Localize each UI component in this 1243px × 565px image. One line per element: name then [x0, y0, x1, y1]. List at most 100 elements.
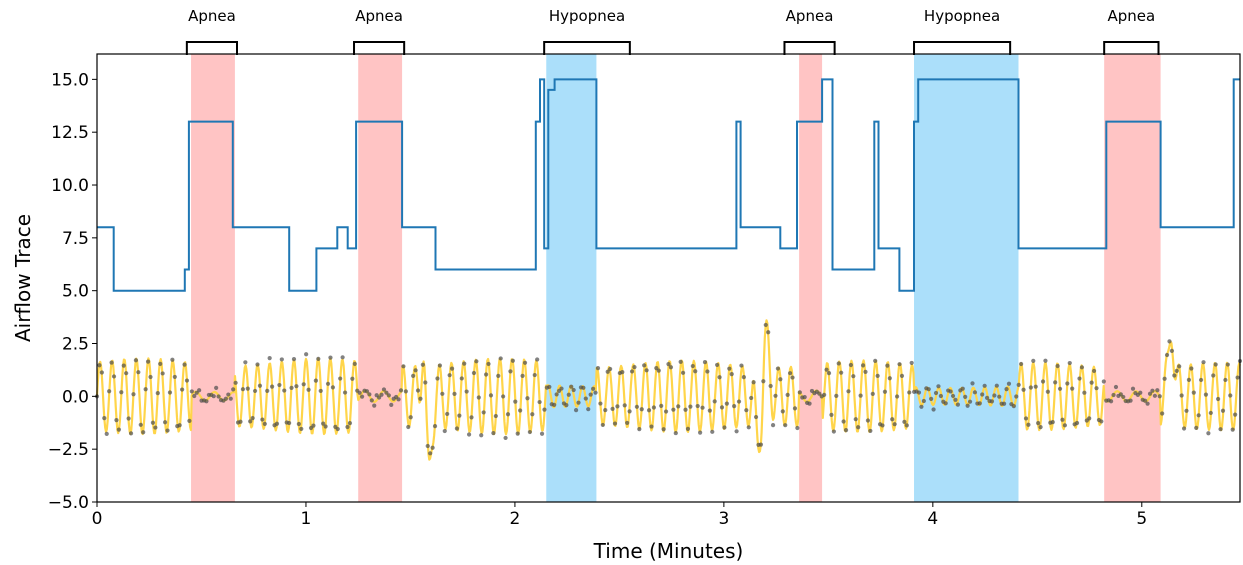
- airflow-point: [398, 388, 404, 393]
- airflow-point: [1164, 352, 1170, 358]
- airflow-point: [238, 419, 243, 424]
- airflow-point: [1031, 358, 1036, 364]
- airflow-point: [1043, 358, 1048, 363]
- airflow-point: [695, 403, 700, 409]
- event-bracket-1: [185, 41, 239, 55]
- airflow-point: [440, 391, 445, 396]
- airflow-point: [736, 399, 742, 404]
- airflow-point: [992, 393, 997, 398]
- airflow-point: [554, 392, 559, 397]
- airflow-point: [1203, 392, 1209, 397]
- airflow-point: [649, 424, 654, 429]
- airflow-point: [459, 376, 464, 381]
- airflow-point: [1218, 427, 1223, 432]
- airflow-point: [707, 408, 712, 413]
- hypopnea-shade-3: [546, 54, 597, 502]
- airflow-point: [729, 372, 734, 377]
- airflow-point: [600, 422, 605, 428]
- airflow-point: [165, 428, 170, 433]
- airflow-point: [843, 428, 849, 433]
- airflow-point: [739, 363, 744, 368]
- airflow-point: [1040, 379, 1046, 384]
- airflow-point: [566, 392, 571, 397]
- airflow-point: [274, 421, 280, 426]
- event-label-1: Apnea: [188, 7, 236, 25]
- airflow-point: [505, 412, 511, 417]
- airflow-point: [1211, 373, 1216, 378]
- airflow-point: [155, 391, 160, 396]
- airflow-point: [693, 369, 698, 374]
- airflow-point: [187, 418, 192, 423]
- airflow-point: [415, 388, 421, 393]
- airflow-point: [659, 403, 664, 408]
- airflow-point: [916, 390, 922, 395]
- airflow-point: [965, 403, 970, 408]
- airflow-point: [1070, 386, 1075, 391]
- airflow-point: [595, 366, 601, 371]
- airflow-point: [121, 363, 126, 368]
- airflow-point: [950, 393, 956, 399]
- airflow-point: [846, 389, 851, 394]
- airflow-point: [291, 357, 297, 362]
- airflow-point: [646, 408, 652, 413]
- airflow-point: [608, 366, 613, 372]
- airflow-fit-line: [95, 319, 1242, 461]
- airflow-point: [639, 407, 644, 412]
- airflow-point: [826, 370, 832, 376]
- airflow-point: [136, 370, 141, 375]
- airflow-point: [953, 397, 958, 402]
- airflow-point: [875, 373, 880, 379]
- airflow-point: [352, 361, 357, 367]
- airflow-point: [663, 409, 669, 414]
- airflow-point: [863, 369, 868, 374]
- airflow-point: [1109, 399, 1114, 404]
- airflow-point: [783, 423, 788, 428]
- hypopnea-shade-5: [914, 54, 1019, 502]
- airflow-point: [515, 431, 520, 436]
- airflow-point: [851, 374, 856, 379]
- airflow-point: [423, 380, 428, 385]
- airflow-point: [887, 376, 892, 381]
- airflow-point: [138, 422, 143, 427]
- airflow-point: [182, 362, 187, 367]
- airflow-point: [885, 363, 890, 368]
- airflow-point: [99, 370, 104, 375]
- airflow-point: [982, 383, 987, 388]
- airflow-point: [989, 399, 995, 404]
- airflow-point: [1067, 360, 1072, 366]
- airflow-point: [1198, 377, 1204, 383]
- airflow-point: [116, 427, 121, 432]
- airflow-point: [488, 393, 494, 398]
- airflow-point: [571, 387, 576, 393]
- airflow-point: [535, 357, 540, 362]
- airflow-point: [882, 389, 888, 394]
- airflow-point: [150, 420, 156, 425]
- airflow-point: [299, 426, 304, 432]
- airflow-point: [428, 451, 433, 456]
- airflow-point: [491, 430, 496, 436]
- airflow-point: [1174, 368, 1179, 373]
- airflow-point: [1189, 366, 1194, 371]
- airflow-point: [420, 362, 425, 367]
- airflow-point: [408, 415, 413, 420]
- airflow-point: [289, 385, 294, 390]
- airflow-point: [710, 429, 715, 434]
- airflow-point: [1065, 381, 1070, 386]
- event-shading-layer: [191, 54, 1161, 502]
- airflow-point: [454, 426, 460, 431]
- airflow-point: [501, 394, 506, 399]
- airflow-point: [223, 396, 228, 401]
- airflow-point: [573, 408, 579, 413]
- airflow-point: [770, 423, 776, 428]
- airflow-point: [520, 373, 525, 379]
- airflow-point: [1023, 416, 1029, 421]
- airflow-point: [700, 405, 705, 410]
- airflow-point: [569, 384, 574, 389]
- airflow-point: [620, 369, 625, 375]
- airflow-point: [158, 361, 163, 366]
- airflow-point: [603, 407, 608, 413]
- airflow-point: [243, 360, 248, 365]
- airflow-point: [245, 386, 250, 391]
- airflow-point: [661, 427, 666, 432]
- airflow-point: [831, 429, 836, 434]
